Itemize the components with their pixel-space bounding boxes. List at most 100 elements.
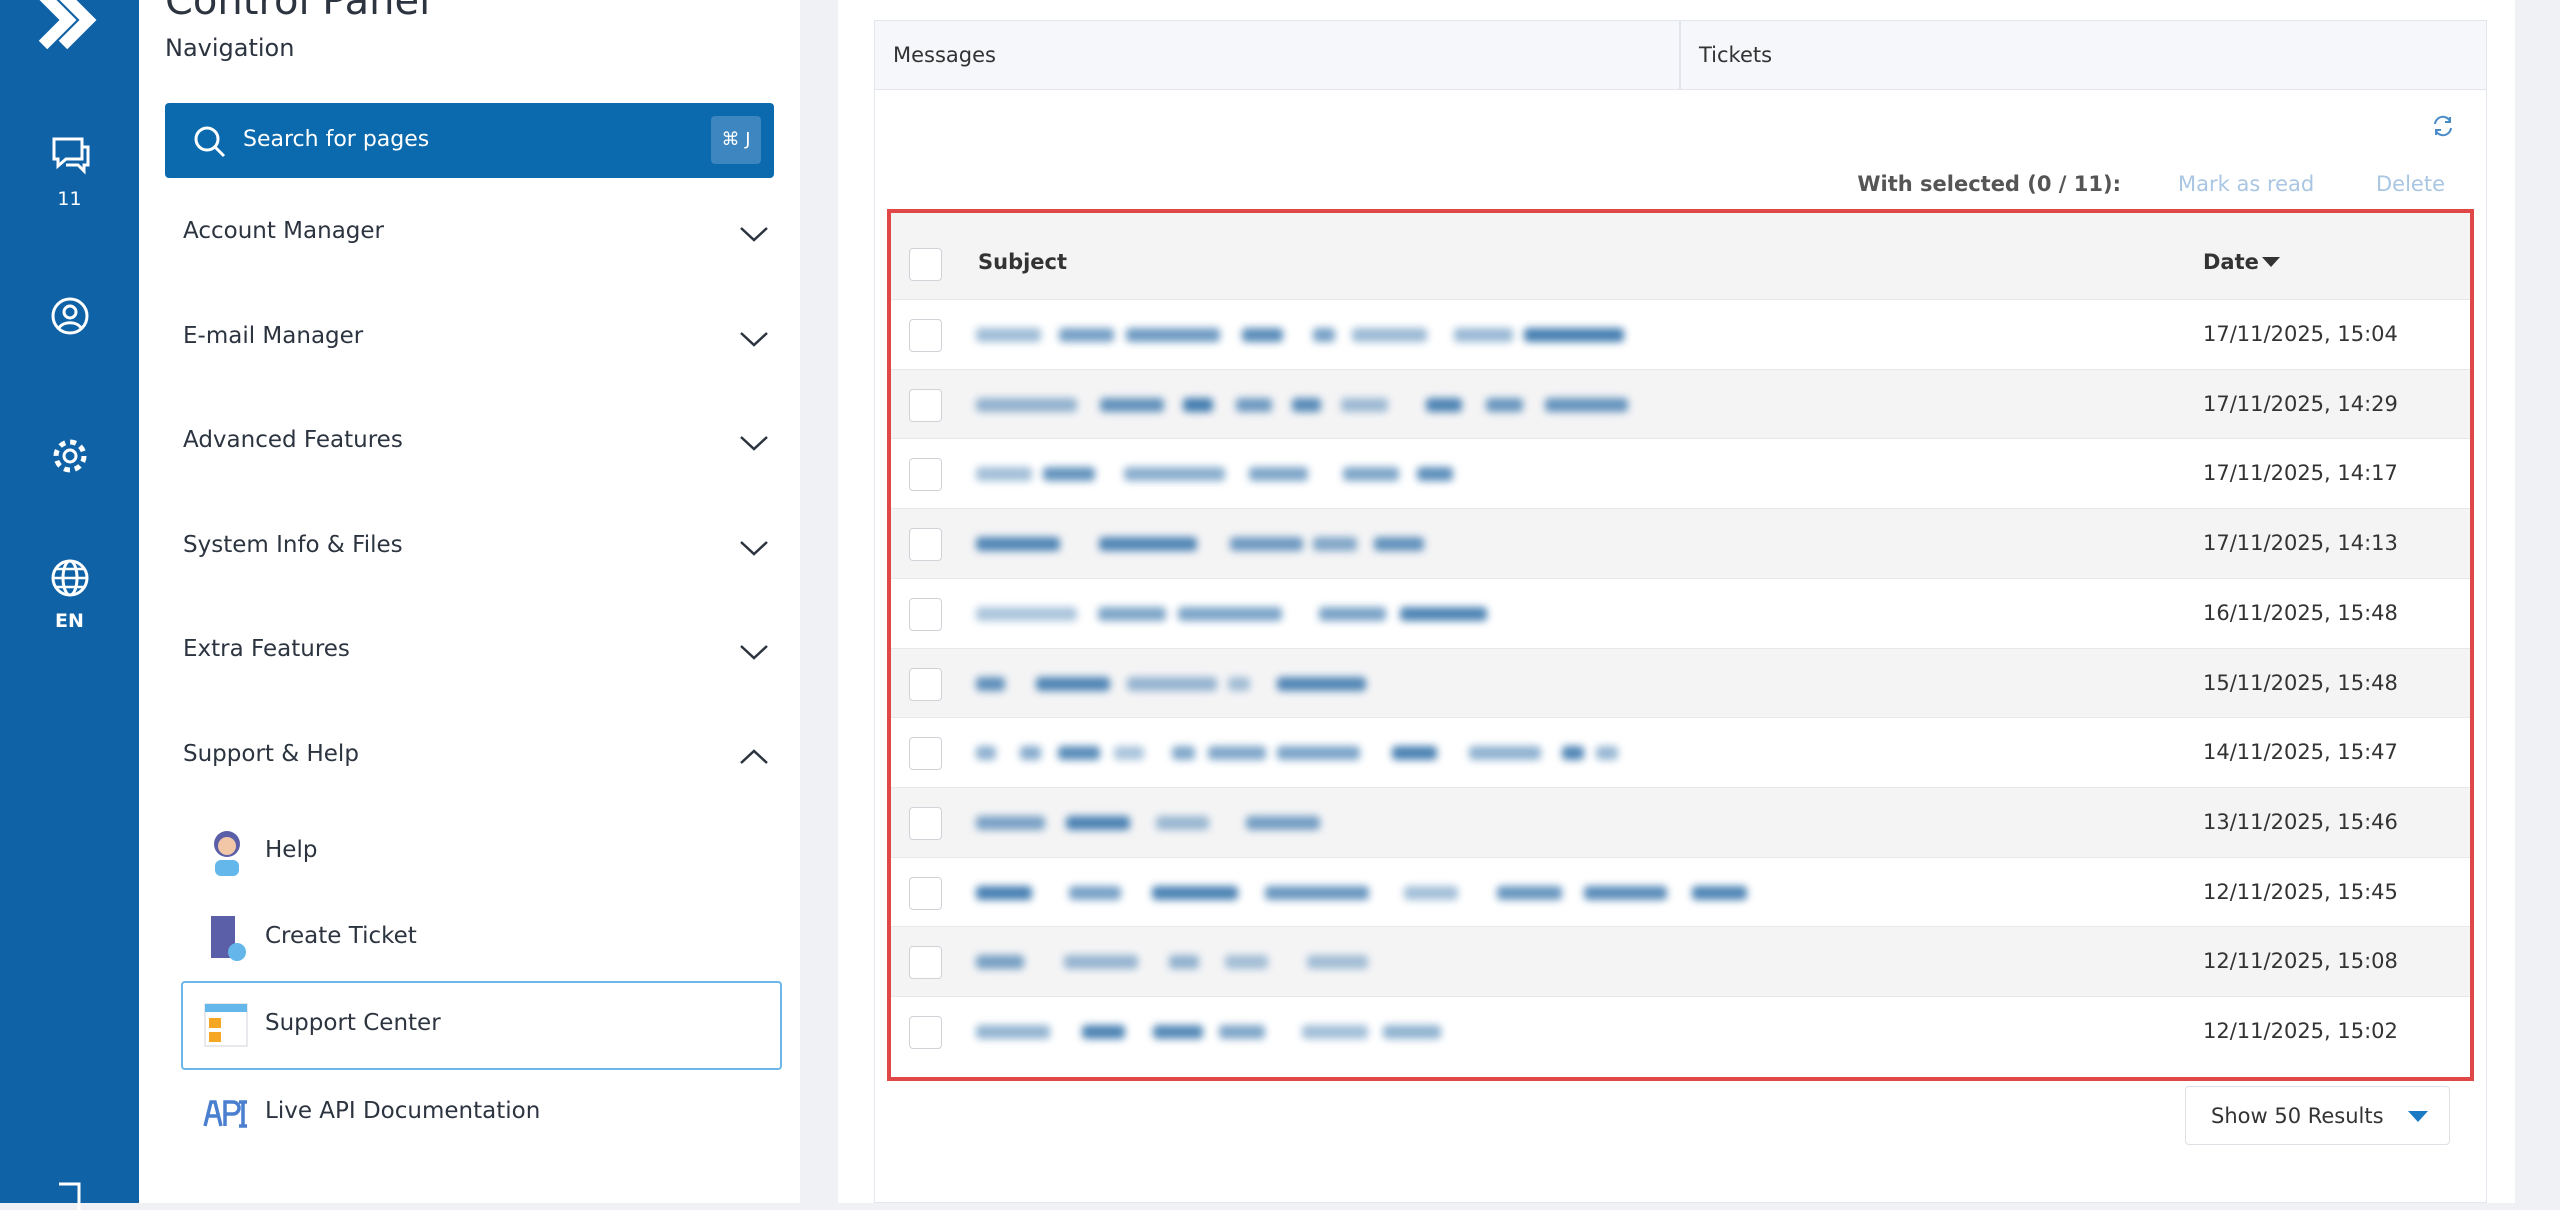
messages-icon[interactable]	[50, 135, 92, 175]
row-checkbox[interactable]	[909, 388, 942, 422]
ticket-icon	[211, 916, 246, 961]
table-row[interactable]: 12/11/2025, 15:08	[891, 926, 2470, 997]
tab[interactable]: Tickets	[1680, 20, 2487, 90]
language-icon[interactable]	[50, 558, 90, 598]
header-date[interactable]: Date	[2203, 250, 2259, 274]
menu-item[interactable]: Extra Features	[183, 634, 783, 674]
blurred-subject	[1318, 606, 1387, 621]
delete[interactable]: Delete	[2376, 172, 2445, 196]
submenu-item[interactable]: Create Ticket	[265, 923, 417, 949]
table-row[interactable]: 14/11/2025, 15:47	[891, 717, 2470, 788]
blurred-subject	[1351, 328, 1428, 342]
blurred-subject	[1229, 537, 1303, 552]
blurred-subject	[1035, 676, 1111, 691]
search-shortcut: ⌘ J	[711, 116, 761, 164]
menu-item[interactable]: Advanced Features	[183, 425, 783, 465]
table-row[interactable]: 12/11/2025, 15:02	[891, 996, 2470, 1066]
row-checkbox[interactable]	[909, 667, 942, 701]
page-size-label: Show 50 Results	[2211, 1104, 2384, 1128]
language[interactable]: EN	[55, 610, 84, 632]
blurred-subject	[1343, 467, 1399, 482]
blurred-subject	[976, 815, 1046, 830]
blurred-subject	[1264, 885, 1369, 900]
settings-icon[interactable]	[50, 436, 90, 476]
select-all[interactable]	[909, 248, 942, 281]
mark-as-read[interactable]: Mark as read	[2178, 172, 2315, 196]
row-checkbox[interactable]	[909, 597, 942, 631]
blurred-subject	[1208, 746, 1267, 761]
row-checkbox[interactable]	[909, 458, 942, 492]
row-date: 17/11/2025, 14:29	[2203, 391, 2398, 416]
row-checkbox[interactable]	[909, 737, 942, 771]
chevron	[740, 332, 768, 347]
active-item-frame	[181, 981, 782, 1070]
menu-label: Extra Features	[183, 636, 350, 662]
menu-item[interactable]: Support & Help	[183, 739, 783, 779]
rail: 11 EN	[0, 0, 139, 1210]
table-row[interactable]: 12/11/2025, 15:45	[891, 856, 2470, 927]
row-date: 12/11/2025, 15:08	[2203, 949, 2398, 974]
row-checkbox[interactable]	[909, 806, 942, 840]
blurred-subject	[1341, 397, 1388, 412]
blurred-subject	[1178, 606, 1283, 621]
highlight-frame	[887, 209, 2474, 1081]
blurred-subject	[1276, 676, 1367, 691]
support-center-icon	[204, 1003, 248, 1047]
row-date: 14/11/2025, 15:47	[2203, 740, 2398, 765]
row-date: 15/11/2025, 15:48	[2203, 670, 2398, 695]
table-row[interactable]: 17/11/2025, 15:04	[891, 299, 2470, 369]
table-row[interactable]: 13/11/2025, 15:46	[891, 786, 2470, 857]
blurred-subject	[976, 1025, 1051, 1039]
row-date: 16/11/2025, 15:48	[2203, 600, 2398, 625]
row-checkbox[interactable]	[909, 876, 942, 910]
blurred-subject	[1172, 746, 1196, 761]
logo	[38, 0, 97, 50]
sort-icon	[2262, 257, 2280, 267]
blurred-subject	[976, 537, 1060, 552]
table-row[interactable]: 17/11/2025, 14:13	[891, 508, 2470, 579]
search-box[interactable]: Search for pages ⌘ J	[165, 103, 774, 178]
blurred-subject	[1301, 1025, 1368, 1039]
blurred-subject	[1544, 397, 1628, 412]
submenu-item[interactable]: Live API Documentation	[265, 1098, 541, 1124]
table-row[interactable]: 17/11/2025, 14:17	[891, 438, 2470, 509]
blurred-subject	[1066, 815, 1130, 830]
blurred-subject	[976, 955, 1025, 970]
row-checkbox[interactable]	[909, 319, 942, 352]
refresh-icon[interactable]	[2431, 114, 2455, 138]
row-date: 17/11/2025, 15:04	[2203, 322, 2398, 346]
blurred-subject	[1497, 885, 1563, 900]
row-checkbox[interactable]	[909, 1016, 942, 1049]
submenu-item[interactable]: Support Center	[265, 1010, 441, 1036]
menu-item[interactable]: Account Manager	[183, 216, 783, 256]
table-row[interactable]: 15/11/2025, 15:48	[891, 647, 2470, 718]
blurred-subject	[1691, 885, 1747, 900]
menu-item[interactable]: System Info & Files	[183, 530, 783, 570]
submenu-item[interactable]: Help	[265, 837, 318, 863]
menu-item[interactable]: E-mail Manager	[183, 321, 783, 361]
blurred-subject	[1524, 328, 1624, 342]
blurred-subject	[1020, 746, 1042, 761]
blurred-subject	[1152, 885, 1239, 900]
blurred-subject	[1245, 815, 1321, 830]
page-size-select[interactable]: Show 50 Results	[2185, 1086, 2450, 1145]
logout-icon[interactable]	[55, 1180, 89, 1210]
table-row[interactable]: 17/11/2025, 14:29	[891, 368, 2470, 439]
blurred-subject	[1403, 885, 1459, 900]
search-placeholder: Search for pages	[243, 127, 430, 152]
blurred-subject	[976, 885, 1033, 900]
blurred-subject	[1228, 676, 1251, 691]
blurred-subject	[1058, 328, 1114, 342]
blurred-subject	[1312, 328, 1335, 342]
sidebar-subtitle: Navigation	[165, 34, 295, 62]
search-icon	[194, 126, 226, 158]
header-subject[interactable]: Subject	[978, 250, 1068, 274]
account-icon[interactable]	[50, 296, 90, 336]
tab[interactable]: Messages	[874, 20, 1680, 90]
row-checkbox[interactable]	[909, 946, 942, 980]
row-checkbox[interactable]	[909, 528, 942, 562]
with-selected: With selected (0 / 11):	[1857, 172, 2121, 196]
blurred-subject	[1454, 328, 1513, 342]
dropdown-icon	[2408, 1111, 2428, 1122]
table-row[interactable]: 16/11/2025, 15:48	[891, 577, 2470, 648]
